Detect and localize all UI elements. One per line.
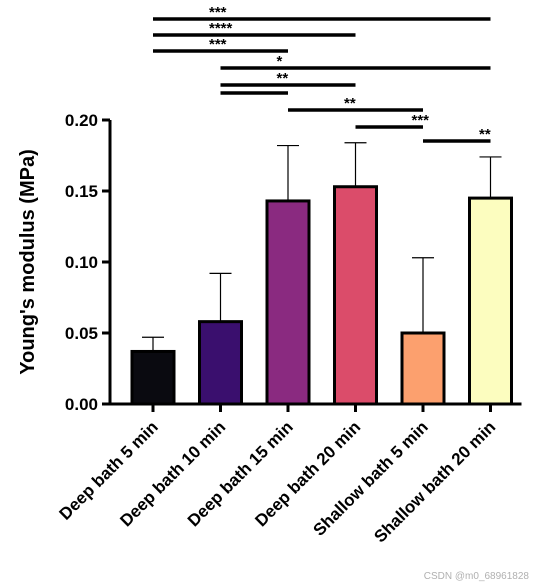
watermark: CSDN @m0_68961828 [423,571,529,582]
error-bars [142,142,502,352]
y-tick-label: 0.00 [65,395,98,414]
x-tick-label: Shallow bath 5 min [310,417,432,539]
significance-label: ** [479,126,491,143]
y-tick-label: 0.10 [65,253,98,272]
y-tick-label: 0.15 [65,182,98,201]
bar [400,331,446,406]
significance-label: ** [344,95,356,112]
x-tick-label: Shallow bath 20 min [370,417,499,546]
significance-label: * [277,53,283,70]
bar [468,196,513,406]
significance-label: *** [412,112,430,129]
y-tick-label: 0.05 [65,324,98,343]
bar [333,185,378,406]
labels: Young's modulus (MPa) [17,149,39,375]
bar [130,349,176,406]
significance-label: *** [209,36,227,53]
significance-label: *** [209,4,227,21]
y-tick-label: 0.20 [65,111,98,130]
y-axis-label: Young's modulus (MPa) [17,149,39,375]
bar [265,199,311,406]
significance-label: **** [209,20,233,37]
significance-label: ** [277,70,289,87]
bar [198,320,243,406]
significance-brackets: ******************** [153,4,491,143]
bars [130,185,513,406]
